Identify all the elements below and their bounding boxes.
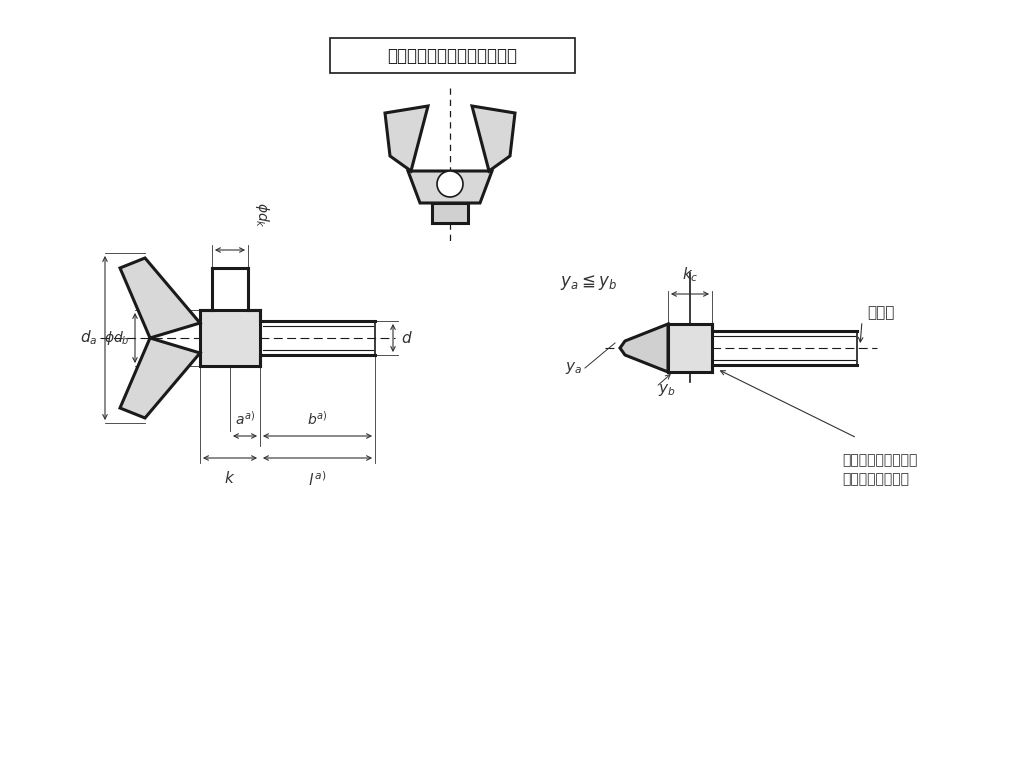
Circle shape: [437, 171, 463, 197]
Text: $\phi d_k$: $\phi d_k$: [253, 202, 271, 228]
Polygon shape: [472, 106, 515, 171]
Text: $y_a \leqq y_b$: $y_a \leqq y_b$: [560, 273, 617, 293]
Polygon shape: [408, 171, 492, 203]
Text: $d$: $d$: [401, 330, 413, 346]
Text: この部分には多少の
丸みがあってよい: この部分には多少の 丸みがあってよい: [842, 453, 918, 486]
Polygon shape: [432, 203, 468, 223]
Text: $k_c$: $k_c$: [682, 265, 698, 284]
Polygon shape: [385, 106, 428, 171]
Polygon shape: [620, 324, 668, 372]
Text: ２種　（翼端は角形とする）: ２種 （翼端は角形とする）: [387, 47, 517, 65]
Text: $\phi d_b$: $\phi d_b$: [104, 329, 130, 347]
Text: $a^{a)}$: $a^{a)}$: [234, 410, 255, 428]
Text: $k$: $k$: [224, 470, 236, 486]
Polygon shape: [120, 258, 200, 338]
Bar: [330, 38, 575, 73]
Text: $y_a$: $y_a$: [565, 360, 582, 376]
Text: $l\,^{a)}$: $l\,^{a)}$: [308, 470, 327, 488]
Polygon shape: [120, 338, 200, 418]
Bar: [668, 324, 712, 372]
Text: $d_a$: $d_a$: [80, 329, 97, 347]
Text: $b^{a)}$: $b^{a)}$: [307, 410, 328, 428]
Text: $y_b$: $y_b$: [658, 382, 676, 398]
Bar: [200, 310, 260, 366]
Text: あら先: あら先: [867, 306, 894, 320]
